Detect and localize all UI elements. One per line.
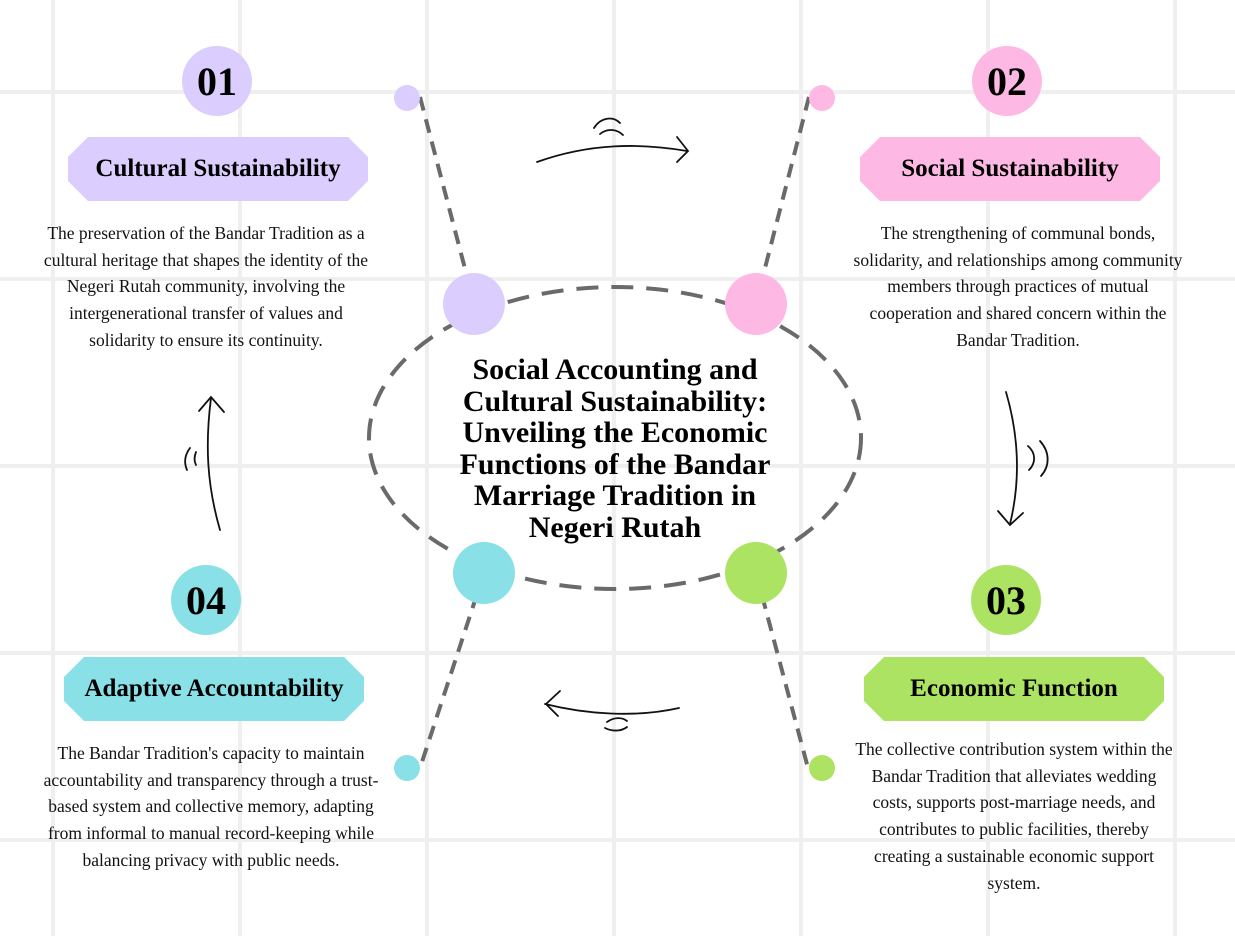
description-cultural-sustainability: The preservation of the Bandar Tradition… bbox=[43, 223, 369, 350]
label-cultural-sustainability: Cultural Sustainability bbox=[68, 137, 368, 201]
step-number-02: 02 bbox=[972, 46, 1042, 116]
node-large-04 bbox=[453, 542, 515, 604]
arrow-left-icon bbox=[544, 690, 680, 732]
arrow-up-icon bbox=[184, 395, 225, 531]
description-adaptive-accountability: The Bandar Tradition's capacity to maint… bbox=[43, 743, 379, 870]
label-economic-function: Economic Function bbox=[864, 657, 1164, 721]
step-number-03: 03 bbox=[971, 565, 1041, 635]
node-large-01 bbox=[443, 273, 505, 335]
node-small-03 bbox=[809, 755, 835, 781]
step-number-01: 01 bbox=[182, 46, 252, 116]
description-economic-function: The collective contribution system withi… bbox=[855, 739, 1173, 893]
node-large-02 bbox=[725, 273, 787, 335]
node-small-02 bbox=[809, 85, 835, 111]
spoke-04 bbox=[418, 572, 486, 769]
central-ellipse bbox=[367, 285, 863, 591]
description-social-sustainability: The strengthening of communal bonds, sol… bbox=[853, 223, 1183, 350]
spoke-02 bbox=[754, 96, 811, 304]
step-number-04: 04 bbox=[171, 565, 241, 635]
node-small-01 bbox=[394, 85, 420, 111]
arrow-down-icon bbox=[997, 391, 1049, 527]
node-small-04 bbox=[394, 755, 420, 781]
arrow-right-icon bbox=[536, 117, 690, 163]
label-social-sustainability: Social Sustainability bbox=[860, 137, 1160, 201]
node-large-03 bbox=[725, 542, 787, 604]
label-adaptive-accountability: Adaptive Accountability bbox=[64, 657, 364, 721]
spoke-03 bbox=[754, 572, 810, 769]
spoke-01 bbox=[418, 96, 476, 304]
diagram-title: Social Accounting and Cultural Sustainab… bbox=[459, 353, 771, 544]
